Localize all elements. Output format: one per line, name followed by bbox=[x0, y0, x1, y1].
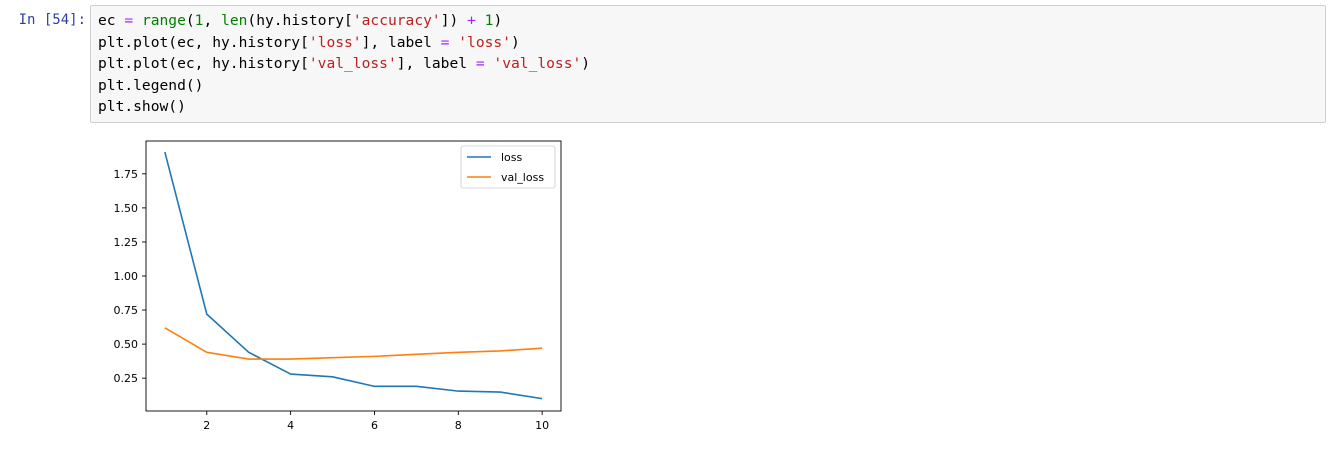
cell-output: 2 4 6 8 10 0.25 0.50 0.75 1.00 1.25 1.50 1.75 loss va… bbox=[90, 132, 610, 445]
code-line-1: ec = range(1, len(hy.history['accuracy']… bbox=[98, 12, 502, 29]
x-tick-label: 10 bbox=[535, 419, 549, 432]
y-tick-label: 1.75 bbox=[114, 168, 139, 181]
y-tick-label: 1.50 bbox=[114, 202, 139, 215]
x-tick-label: 2 bbox=[203, 419, 210, 432]
y-tick-label: 0.50 bbox=[114, 338, 139, 351]
x-tick-label: 8 bbox=[455, 419, 462, 432]
y-tick-label: 0.75 bbox=[114, 304, 139, 317]
x-tick-label: 6 bbox=[371, 419, 378, 432]
code-line-5: plt.show() bbox=[98, 98, 186, 115]
legend-label-val_loss: val_loss bbox=[501, 171, 544, 184]
code-text: ec = range(1, len(hy.history['accuracy']… bbox=[98, 10, 590, 118]
code-editor[interactable]: ec = range(1, len(hy.history['accuracy']… bbox=[90, 5, 1326, 123]
legend-label-loss: loss bbox=[501, 151, 523, 164]
input-prompt: In [54]: bbox=[6, 10, 86, 31]
code-line-4: plt.legend() bbox=[98, 77, 203, 94]
loss-chart: 2 4 6 8 10 0.25 0.50 0.75 1.00 1.25 1.50 1.75 loss va… bbox=[90, 132, 610, 445]
y-tick-label: 1.00 bbox=[114, 270, 139, 283]
code-line-3: plt.plot(ec, hy.history['val_loss'], lab… bbox=[98, 55, 590, 72]
x-tick-label: 4 bbox=[287, 419, 294, 432]
y-tick-label: 0.25 bbox=[114, 372, 139, 385]
code-line-2: plt.plot(ec, hy.history['loss'], label =… bbox=[98, 34, 520, 51]
y-tick-label: 1.25 bbox=[114, 236, 139, 249]
